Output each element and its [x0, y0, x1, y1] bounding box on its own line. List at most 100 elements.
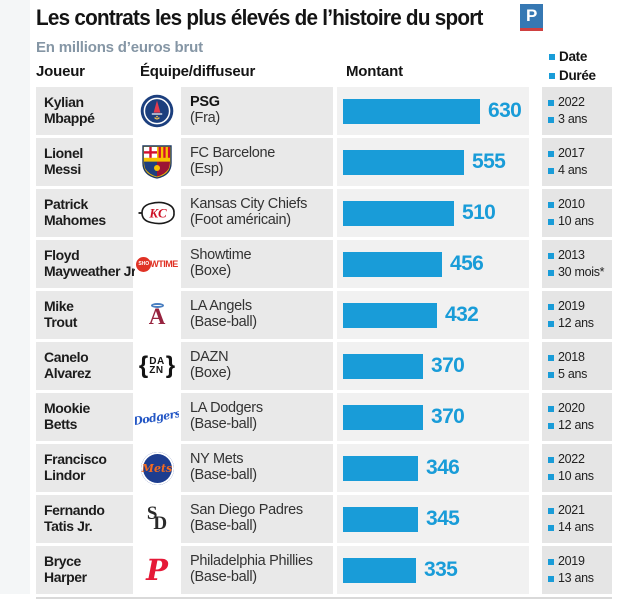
blue-square-icon: [548, 558, 554, 565]
amount-cell: 432: [337, 291, 529, 339]
amount-bar: [343, 353, 423, 379]
blue-square-icon: [548, 116, 554, 123]
table-row: Francisco Lindor Mets NY Mets (Base-ball)…: [36, 444, 612, 492]
date-cell: 2018 5 ans: [542, 342, 612, 390]
blue-square-icon: [549, 53, 555, 60]
amount-cell: 555: [337, 138, 529, 186]
team-cell: NY Mets (Base-ball): [181, 444, 333, 492]
blue-square-icon: [548, 473, 554, 480]
blue-square-icon: [548, 201, 554, 208]
amount-bar: [343, 404, 423, 430]
amount-bar: [343, 200, 454, 226]
amount-bar: [343, 302, 437, 328]
player-name: Patrick Mahomes: [36, 189, 133, 237]
amount-value: 370: [431, 405, 465, 428]
team-logo-cell: Mets: [135, 444, 179, 492]
amount-value: 630: [488, 99, 522, 122]
amount-cell: 456: [337, 240, 529, 288]
kansas-city-chiefs-arrowhead-icon: KC: [138, 201, 175, 225]
date-cell: 2019 12 ans: [542, 291, 612, 339]
table-row: Bryce Harper P Philadelphia Phillies (Bas…: [36, 546, 612, 594]
date-cell: 2020 12 ans: [542, 393, 612, 441]
fc-barcelona-crest-icon: [142, 145, 172, 179]
amount-cell: 345: [337, 495, 529, 543]
blue-square-icon: [549, 72, 555, 79]
amount-bar: [343, 455, 418, 481]
table-row: Mike Trout A LA Angels (Base-ball) 432 20…: [36, 291, 612, 339]
column-headers: Joueur Équipe/diffuseur Montant: [36, 63, 612, 80]
amount-value: 335: [424, 558, 458, 581]
team-logo-cell: Dodgers: [135, 393, 179, 441]
blue-square-icon: [548, 575, 554, 582]
date-cell: 2013 30 mois*: [542, 240, 612, 288]
blue-square-icon: [548, 218, 554, 225]
blue-square-icon: [548, 405, 554, 412]
dazn-logo-icon: {DA ZN}: [138, 352, 176, 379]
amount-cell: 370: [337, 342, 529, 390]
team-cell: LA Dodgers (Base-ball): [181, 393, 333, 441]
team-logo-cell: [135, 87, 179, 135]
units-subtitle: En millions d’euros brut: [36, 39, 203, 56]
amount-cell: 630: [337, 87, 529, 135]
column-header-team: Équipe/diffuseur: [140, 63, 256, 80]
la-angels-logo-icon: A: [148, 303, 166, 329]
page-title: Les contrats les plus élevés de l’histoi…: [36, 5, 483, 30]
table-row: Floyd Mayweather Jr. SHO WTIME Showtime (B…: [36, 240, 612, 288]
table-row: Patrick Mahomes KC Kansas City Chiefs (Fo…: [36, 189, 612, 237]
amount-value: 346: [426, 456, 460, 479]
psg-crest-icon: [140, 94, 174, 128]
amount-bar: [343, 98, 480, 124]
amount-value: 456: [450, 252, 484, 275]
column-header-amount: Montant: [346, 63, 403, 80]
team-cell: San Diego Padres (Base-ball): [181, 495, 333, 543]
amount-cell: 335: [337, 546, 529, 594]
team-cell: LA Angels (Base-ball): [181, 291, 333, 339]
la-dodgers-logo-icon: Dodgers: [135, 406, 179, 428]
table-row: Kylian Mbappé PSG (Fra) 630 2022 3 ans: [36, 87, 612, 135]
team-cell: Philadelphia Phillies (Base-ball): [181, 546, 333, 594]
amount-value: 370: [431, 354, 465, 377]
date-cell: 2017 4 ans: [542, 138, 612, 186]
le-parisien-logo: P: [520, 4, 544, 31]
svg-text:KC: KC: [148, 206, 167, 221]
amount-value: 555: [472, 150, 506, 173]
team-logo-cell: SHO WTIME: [135, 240, 179, 288]
blue-square-icon: [548, 524, 554, 531]
blue-square-icon: [548, 303, 554, 310]
amount-bar: [343, 251, 442, 277]
legend-date: Date: [549, 48, 596, 65]
team-cell: Showtime (Boxe): [181, 240, 333, 288]
date-cell: 2021 14 ans: [542, 495, 612, 543]
team-cell: PSG (Fra): [181, 87, 333, 135]
le-parisien-logo-letter: P: [525, 6, 538, 25]
blue-square-icon: [548, 507, 554, 514]
blue-square-icon: [548, 167, 554, 174]
blue-square-icon: [548, 252, 554, 259]
amount-value: 432: [445, 303, 479, 326]
column-header-player: Joueur: [36, 63, 85, 80]
philadelphia-phillies-logo-icon: P: [146, 552, 168, 587]
table-row: Canelo Alvarez {DA ZN} DAZN (Boxe) 370 201…: [36, 342, 612, 390]
player-name: Mookie Betts: [36, 393, 133, 441]
player-name: Lionel Messi: [36, 138, 133, 186]
player-name: Canelo Alvarez: [36, 342, 133, 390]
amount-bar: [343, 506, 418, 532]
halo-icon: [150, 303, 164, 308]
date-cell: 2010 10 ans: [542, 189, 612, 237]
blue-square-icon: [548, 150, 554, 157]
date-cell: 2022 3 ans: [542, 87, 612, 135]
player-name: Fernando Tatis Jr.: [36, 495, 133, 543]
blue-square-icon: [548, 269, 554, 276]
blue-square-icon: [548, 371, 554, 378]
amount-bar: [343, 557, 416, 583]
team-logo-cell: [135, 138, 179, 186]
date-cell: 2019 13 ans: [542, 546, 612, 594]
amount-bar: [343, 149, 464, 175]
blue-square-icon: [548, 354, 554, 361]
amount-cell: 346: [337, 444, 529, 492]
team-cell: DAZN (Boxe): [181, 342, 333, 390]
player-name: Bryce Harper: [36, 546, 133, 594]
